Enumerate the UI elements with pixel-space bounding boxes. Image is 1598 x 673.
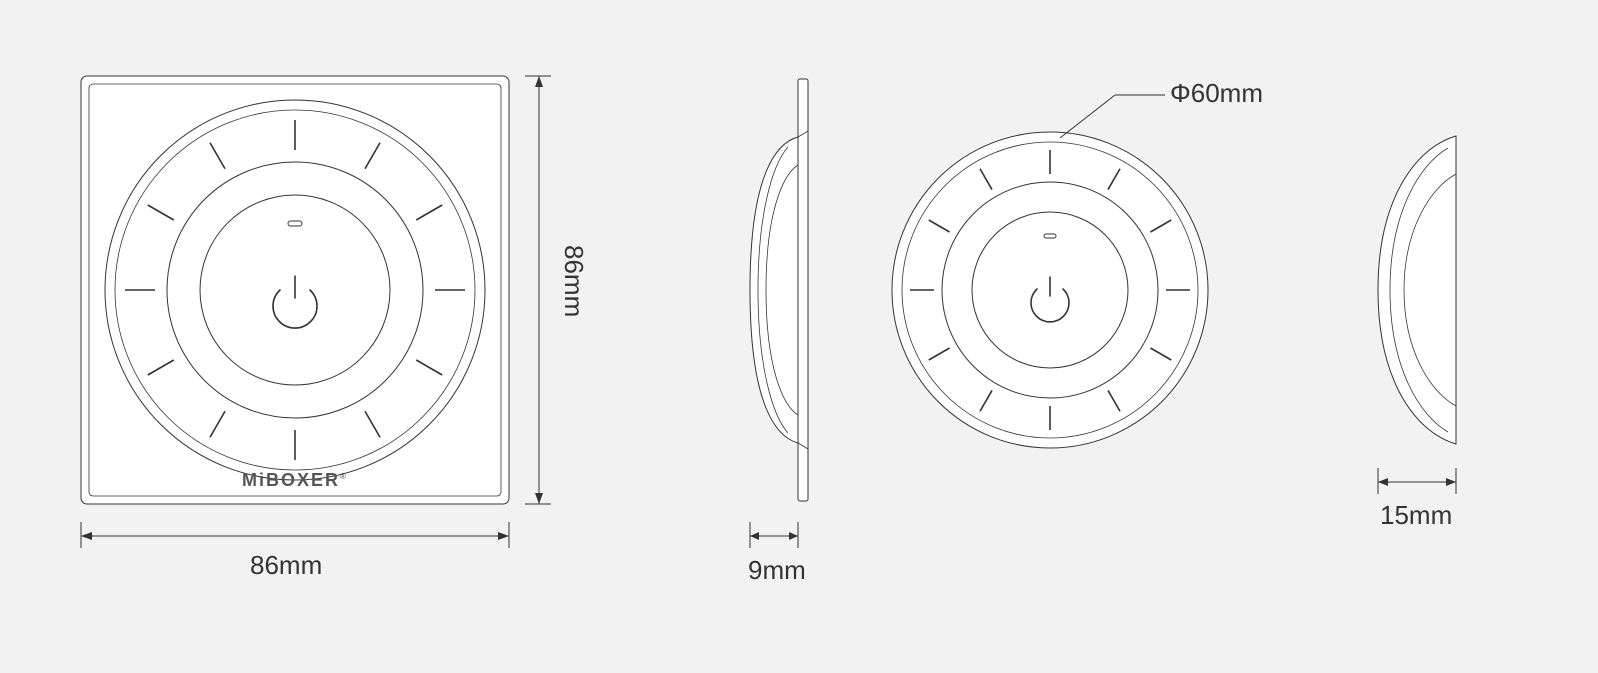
dim-height [525,75,555,505]
dim-width-label: 86mm [250,550,322,581]
side-profile-2 [1360,130,1470,450]
round-front-view [890,130,1210,450]
dim-phi60-label: Φ60mm [1170,78,1263,109]
side-profile-1 [730,75,820,505]
dim-15mm [1372,468,1482,498]
brand-label: MiBOXER® [242,470,346,491]
dim-width [80,522,510,552]
dim-15mm-label: 15mm [1380,500,1452,531]
dim-9mm-label: 9mm [748,555,806,586]
dim-height-label: 86mm [558,245,589,317]
front-square-view [80,75,510,505]
dim-phi60-leader [1055,90,1185,160]
dim-9mm [740,522,820,552]
diagram-stage: MiBOXER® 86mm 86mm 9mm [0,0,1598,673]
